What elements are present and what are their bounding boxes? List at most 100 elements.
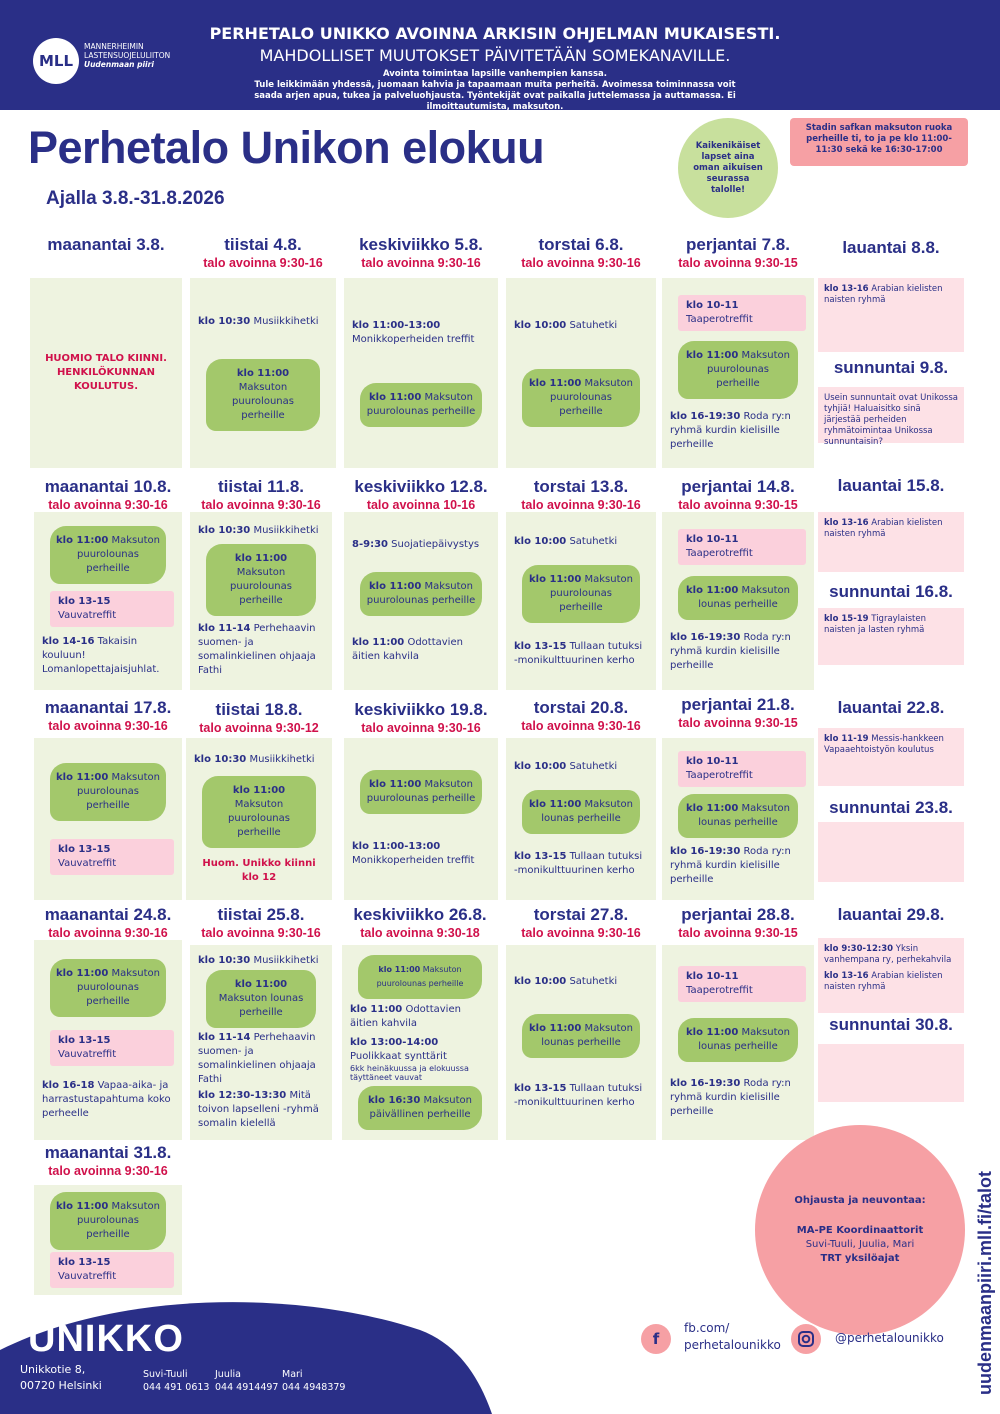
- activity-time: klo 10-11: [686, 756, 739, 767]
- activity-time: klo 11:00: [350, 1004, 403, 1016]
- day-box: [818, 822, 964, 882]
- activity-blob: klo 11:00 Maksuton puurolounas perheille: [50, 1192, 166, 1251]
- activity-time: klo 16-19:30: [670, 846, 741, 857]
- activity-tag: klo 10-11 Taaperotreffit: [678, 529, 806, 565]
- activity-text: Maksuton puurolounas perheille: [77, 534, 160, 574]
- day-name: tiistai 18.8.: [215, 700, 303, 719]
- activity-text: Tigraylaisten naisten ja lasten ryhmä: [824, 614, 926, 635]
- activity-blob: klo 11:00 Maksuton puurolounas perheille: [360, 382, 482, 427]
- day-heading: perjantai 7.8. talo avoinna 9:30-15: [662, 235, 814, 270]
- day-name: keskiviikko 26.8.: [353, 905, 487, 924]
- day-name: perjantai 7.8.: [686, 235, 790, 254]
- day-heading: sunnuntai 30.8.: [818, 1015, 964, 1035]
- day-heading: maanantai 24.8. talo avoinna 9:30-16: [34, 905, 182, 940]
- activity-time: klo 14-16: [42, 635, 95, 647]
- activity-time: klo 13-15: [514, 851, 567, 862]
- activity-text: Odottavien äitien kahvila: [352, 637, 463, 662]
- instagram-link[interactable]: @perhetalounikko: [835, 1331, 944, 1345]
- activity-tag: klo 10-11 Taaperotreffit: [678, 751, 806, 787]
- activity-time: klo 12:30-13:30: [198, 1090, 287, 1102]
- contact: Mari 044 4948379: [282, 1368, 345, 1394]
- day-box: [818, 1044, 964, 1102]
- activity: klo 13-15 Tullaan tutuksi -monikulttuuri…: [514, 640, 648, 668]
- activity: klo 16-19:30 Roda ry:n ryhmä kurdin kiel…: [670, 845, 806, 887]
- activity-blob: klo 11:00 Maksuton lounas perheille: [522, 790, 640, 834]
- activity-text: Monikkoperheiden treffit: [352, 855, 475, 866]
- icon-frame: [798, 1331, 814, 1347]
- activity-blob: klo 11:00 Maksuton lounas perheille: [522, 1013, 640, 1058]
- day-hours: talo avoinna 9:30-12: [199, 721, 319, 735]
- activity-blob: klo 11:00 Maksuton puurolounas perheille: [360, 770, 482, 814]
- activity-time: klo 11:00: [234, 979, 288, 991]
- activity: klo 11:00 Odottavien äitien kahvila: [352, 636, 490, 664]
- activity: klo 13-16 Arabian kielisten naisten ryhm…: [824, 284, 958, 306]
- activity-blob: klo 11:00 Maksuton puurolounas perheille: [50, 762, 166, 821]
- activity-blob: klo 11:00 Maksuton puurolounas perheille: [360, 572, 482, 616]
- activity-text: Maksuton puurolounas perheille: [77, 771, 160, 811]
- day-box: klo 11:00 Maksuton puurolounas perheille…: [34, 738, 182, 900]
- day-heading: torstai 20.8. talo avoinna 9:30-16: [506, 698, 656, 733]
- activity-time: klo 11-14: [198, 1031, 251, 1043]
- activity: klo 16-19:30 Roda ry:n ryhmä kurdin kiel…: [670, 410, 806, 452]
- day-hours: talo avoinna 9:30-18: [360, 926, 480, 940]
- contact: Suvi-Tuuli 044 491 0613: [143, 1368, 209, 1394]
- day-hours: talo avoinna 9:30-16: [521, 256, 641, 270]
- day-name: sunnuntai 9.8.: [833, 358, 949, 377]
- contact-phone: 044 4948379: [282, 1382, 346, 1393]
- activity-time: klo 11:00: [529, 1022, 582, 1034]
- day-name: tiistai 4.8.: [224, 235, 302, 254]
- logo-line: LASTENSUOJELULIITON: [84, 51, 171, 60]
- day-box: klo 10-11 Taaperotreffit klo 11:00 Maksut…: [662, 738, 814, 900]
- day-box: klo 10:00 Satuhetki klo 11:00 Maksuton lo…: [506, 945, 656, 1140]
- activity-text: Maksuton lounas perheille: [698, 1026, 790, 1052]
- info-bubble: Kaikenikäiset lapset aina oman aikuisen …: [678, 118, 778, 218]
- activity-text: Satuhetki: [569, 320, 618, 332]
- instagram-icon[interactable]: [791, 1324, 821, 1354]
- activity-text: Yksin vanhempana ry, perhekahvila: [824, 944, 952, 965]
- day-box: klo 10-11 Taaperotreffit klo 11:00 Maksut…: [662, 512, 814, 690]
- day-name: maanantai 3.8.: [47, 235, 165, 254]
- notice: HUOMIO TALO KIINNI. HENKILÖKUNNAN KOULUT…: [38, 352, 174, 394]
- day-box: klo 13-16 Arabian kielisten naisten ryhm…: [818, 278, 964, 352]
- activity-time: klo 10:00: [514, 761, 567, 772]
- activity-text: Takaisin kouluun! Lomanlopettajaisjuhlat…: [42, 635, 160, 675]
- activity: klo 11-19 Messis-hankkeen Vapaaehtoistyö…: [824, 734, 958, 756]
- activity-text: Maksuton lounas perheille: [698, 803, 790, 828]
- day-heading: torstai 6.8. talo avoinna 9:30-16: [506, 235, 656, 270]
- activity-time: klo 13:00-14:00: [350, 1036, 439, 1048]
- contact-phone: 044 491 0613: [143, 1382, 210, 1393]
- activity-text: Taaperotreffit: [686, 770, 753, 781]
- activity: klo 9:30-12:30 Yksin vanhempana ry, perh…: [824, 944, 958, 966]
- facebook-link[interactable]: fb.com/ perhetalounikko: [684, 1320, 781, 1354]
- guidance-line: TRT yksilöajat: [820, 1253, 900, 1264]
- day-name: torstai 27.8.: [533, 905, 629, 924]
- activity-time: klo 16:30: [368, 1094, 421, 1106]
- activity-text: Taaperotreffit: [686, 985, 753, 997]
- activity-text: Arabian kielisten naisten ryhmä: [824, 971, 943, 992]
- activity-text: Maksuton puurolounas perheille: [707, 350, 790, 389]
- logo-text: MANNERHEIMIN LASTENSUOJELULIITON Uudenma…: [84, 42, 170, 69]
- day-name: maanantai 10.8.: [44, 477, 172, 496]
- activity-time: klo 10-11: [686, 299, 739, 311]
- website[interactable]: uudenmaanpiiri.mll.fi/talot: [975, 1170, 995, 1395]
- activity-time: klo 11:00: [236, 368, 290, 380]
- activity-time: klo 10:00: [514, 976, 567, 988]
- icon-lens: [801, 1334, 811, 1344]
- facebook-icon[interactable]: f: [641, 1324, 671, 1354]
- subtitle: Ajalla 3.8.-31.8.2026: [46, 188, 225, 209]
- activity-time: klo 11:00: [529, 574, 582, 585]
- day-name: sunnuntai 16.8.: [829, 582, 953, 601]
- day-hours: talo avoinna 9:30-16: [48, 498, 168, 512]
- header-band: [0, 0, 1000, 110]
- day-hours: talo avoinna 9:30-16: [48, 719, 168, 733]
- activity: klo 10:30 Musiikkihetki: [198, 315, 328, 329]
- day-hours: talo avoinna 9:30-16: [361, 721, 481, 735]
- activity-blob: klo 11:00 Maksuton puurolounas perheille: [50, 959, 166, 1017]
- day-name: perjantai 28.8.: [681, 905, 795, 924]
- day-box: HUOMIO TALO KIINNI. HENKILÖKUNNAN KOULUT…: [30, 278, 182, 468]
- day-heading: lauantai 22.8.: [818, 698, 964, 718]
- activity-text: Musiikkihetki: [249, 754, 315, 765]
- activity-text: Perhehaavin suomen- ja somalinkielinen o…: [198, 623, 316, 676]
- intro: Avointa toimintaa lapsille vanhempien ka…: [382, 69, 608, 79]
- intro: Tule leikkimään yhdessä, juomaan kahvia …: [254, 80, 736, 112]
